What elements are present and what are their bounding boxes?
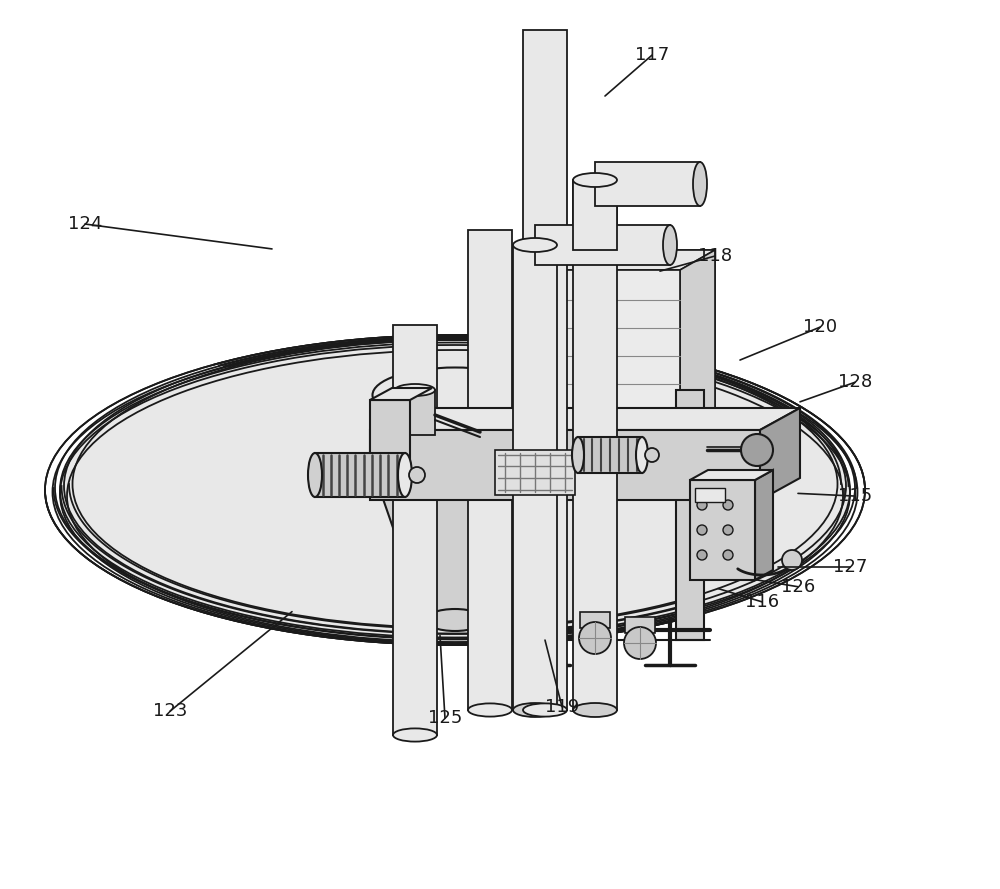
Polygon shape [395, 390, 435, 435]
Ellipse shape [663, 225, 677, 265]
Polygon shape [468, 230, 512, 710]
Polygon shape [680, 250, 715, 500]
Text: 128: 128 [838, 373, 872, 391]
Polygon shape [690, 470, 773, 480]
Circle shape [697, 525, 707, 535]
Text: 127: 127 [833, 558, 867, 576]
Ellipse shape [468, 703, 512, 717]
Circle shape [624, 627, 656, 659]
Text: 123: 123 [153, 702, 187, 720]
Circle shape [645, 448, 659, 462]
Polygon shape [370, 400, 410, 480]
Ellipse shape [636, 437, 648, 473]
Polygon shape [373, 395, 537, 470]
Polygon shape [370, 408, 800, 430]
Polygon shape [625, 617, 655, 633]
Polygon shape [760, 408, 800, 500]
Circle shape [723, 500, 733, 510]
Polygon shape [755, 470, 773, 580]
Circle shape [579, 622, 611, 654]
Circle shape [723, 525, 733, 535]
Ellipse shape [572, 437, 584, 473]
Text: 116: 116 [745, 593, 779, 611]
Ellipse shape [308, 453, 322, 497]
Circle shape [723, 550, 733, 560]
Ellipse shape [513, 703, 557, 717]
Ellipse shape [425, 609, 485, 631]
Ellipse shape [693, 162, 707, 206]
Polygon shape [370, 388, 432, 400]
Text: 117: 117 [635, 46, 669, 64]
Ellipse shape [395, 384, 435, 396]
Ellipse shape [60, 342, 850, 637]
Polygon shape [578, 437, 642, 473]
Ellipse shape [372, 443, 538, 498]
Polygon shape [490, 250, 715, 270]
Ellipse shape [393, 728, 437, 741]
Text: 124: 124 [68, 215, 102, 233]
Polygon shape [490, 270, 680, 500]
Polygon shape [580, 612, 610, 628]
Polygon shape [535, 225, 670, 265]
Ellipse shape [372, 367, 538, 422]
Circle shape [782, 550, 802, 570]
Text: 118: 118 [698, 247, 732, 265]
Ellipse shape [573, 173, 617, 187]
Polygon shape [525, 250, 715, 480]
Text: 115: 115 [838, 487, 872, 505]
Text: 126: 126 [781, 578, 815, 596]
Circle shape [409, 467, 425, 483]
Text: 120: 120 [803, 318, 837, 336]
Circle shape [741, 434, 773, 466]
Polygon shape [690, 480, 755, 580]
Ellipse shape [573, 703, 617, 717]
Ellipse shape [523, 703, 567, 717]
Polygon shape [573, 180, 617, 710]
Bar [695, 488, 725, 502]
Polygon shape [373, 470, 537, 620]
Text: 125: 125 [428, 709, 462, 727]
Circle shape [697, 550, 707, 560]
Polygon shape [495, 450, 575, 495]
Polygon shape [573, 180, 617, 250]
Polygon shape [676, 390, 704, 640]
Polygon shape [393, 325, 437, 735]
Ellipse shape [513, 238, 557, 252]
Text: 119: 119 [545, 698, 579, 716]
Polygon shape [513, 245, 557, 710]
Polygon shape [523, 30, 567, 710]
Ellipse shape [398, 453, 412, 497]
Polygon shape [370, 430, 760, 500]
Circle shape [697, 500, 707, 510]
Polygon shape [315, 453, 405, 497]
Polygon shape [595, 162, 700, 206]
